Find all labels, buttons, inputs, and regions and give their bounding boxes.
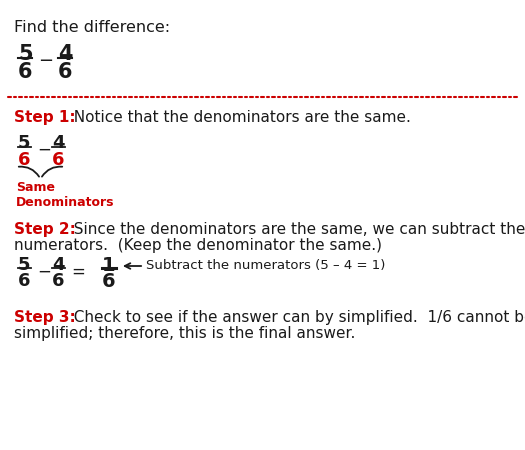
Text: Step 2:: Step 2: bbox=[14, 222, 76, 237]
Text: −: − bbox=[37, 141, 51, 159]
Text: 4: 4 bbox=[58, 44, 72, 64]
Text: Notice that the denominators are the same.: Notice that the denominators are the sam… bbox=[64, 110, 411, 125]
Text: 4: 4 bbox=[52, 256, 65, 274]
Text: 6: 6 bbox=[58, 62, 72, 82]
Text: Step 1:: Step 1: bbox=[14, 110, 76, 125]
Text: −: − bbox=[38, 52, 53, 70]
Text: 6: 6 bbox=[52, 151, 65, 169]
Text: Find the difference:: Find the difference: bbox=[14, 20, 170, 35]
Text: Subtract the numerators (5 – 4 = 1): Subtract the numerators (5 – 4 = 1) bbox=[146, 260, 385, 273]
Text: Same
Denominators: Same Denominators bbox=[16, 181, 114, 209]
Text: numerators.  (Keep the denominator the same.): numerators. (Keep the denominator the sa… bbox=[14, 238, 382, 253]
Text: Since the denominators are the same, we can subtract the: Since the denominators are the same, we … bbox=[64, 222, 525, 237]
Text: 6: 6 bbox=[18, 272, 30, 290]
Text: 5: 5 bbox=[18, 44, 33, 64]
Text: 5: 5 bbox=[18, 256, 30, 274]
Text: 4: 4 bbox=[52, 134, 65, 152]
Text: Step 3:: Step 3: bbox=[14, 310, 76, 325]
Text: 1: 1 bbox=[102, 256, 116, 275]
Text: =: = bbox=[71, 263, 85, 281]
Text: 5: 5 bbox=[18, 134, 30, 152]
Text: Check to see if the answer can by simplified.  1/6 cannot be: Check to see if the answer can by simpli… bbox=[64, 310, 525, 325]
Text: 6: 6 bbox=[18, 151, 30, 169]
Text: simplified; therefore, this is the final answer.: simplified; therefore, this is the final… bbox=[14, 326, 355, 341]
Text: 6: 6 bbox=[102, 272, 116, 291]
Text: −: − bbox=[37, 263, 51, 281]
Text: 6: 6 bbox=[18, 62, 33, 82]
Text: 6: 6 bbox=[52, 272, 65, 290]
